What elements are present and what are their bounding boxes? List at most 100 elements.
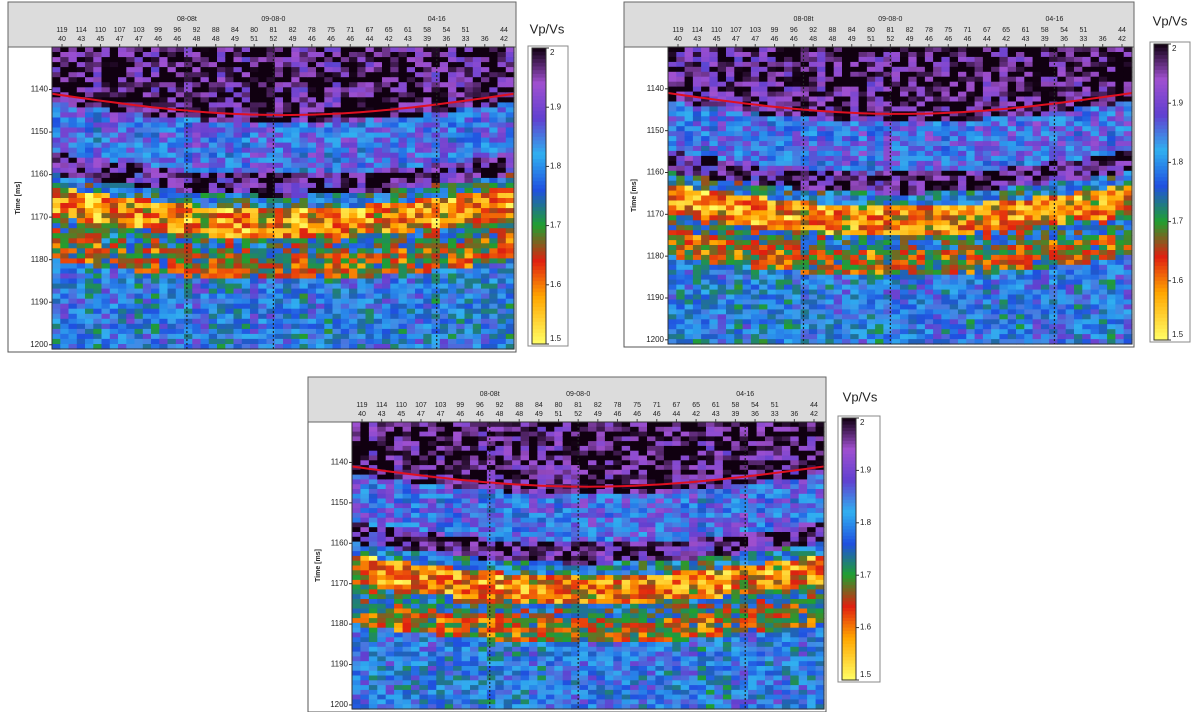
seismic-cell xyxy=(102,258,111,264)
seismic-cell xyxy=(275,67,284,73)
seismic-cell xyxy=(118,309,127,315)
seismic-cell xyxy=(825,136,834,142)
seismic-cell xyxy=(209,178,218,184)
seismic-cell xyxy=(159,289,168,295)
seismic-cell xyxy=(316,97,325,103)
seismic-cell xyxy=(308,208,317,214)
seismic-cell xyxy=(349,97,358,103)
seismic-cell xyxy=(143,87,152,93)
seismic-cell xyxy=(859,240,868,246)
seismic-cell xyxy=(283,284,292,290)
colorbar-cell xyxy=(532,289,546,293)
seismic-cell xyxy=(102,243,111,249)
seismic-cell xyxy=(217,193,226,199)
seismic-cell xyxy=(776,304,785,310)
seismic-cell xyxy=(209,153,218,159)
seismic-cell xyxy=(465,178,474,184)
seismic-cell xyxy=(850,191,859,197)
seismic-cell xyxy=(784,116,793,122)
seismic-cell xyxy=(859,186,868,192)
seismic-cell xyxy=(176,148,185,154)
seismic-cell xyxy=(481,269,490,275)
seismic-cell xyxy=(291,274,300,280)
seismic-cell xyxy=(333,102,342,108)
seismic-cell xyxy=(456,72,465,78)
seismic-cell xyxy=(135,329,144,335)
seismic-cell xyxy=(52,153,61,159)
seismic-cell xyxy=(357,213,366,219)
seismic-cell xyxy=(201,279,210,285)
seismic-cell xyxy=(701,146,710,152)
seismic-cell xyxy=(809,156,818,162)
seismic-cell xyxy=(60,188,69,194)
seismic-cell xyxy=(77,198,86,204)
seismic-cell xyxy=(481,57,490,63)
seismic-cell xyxy=(366,178,375,184)
seismic-cell xyxy=(685,176,694,182)
seismic-cell xyxy=(250,208,259,214)
seismic-cell xyxy=(390,289,399,295)
seismic-cell xyxy=(390,143,399,149)
seismic-cell xyxy=(374,258,383,264)
seismic-cell xyxy=(135,233,144,239)
seismic-cell xyxy=(726,334,735,340)
seismic-cell xyxy=(333,258,342,264)
seismic-cell xyxy=(423,248,432,254)
seismic-cell xyxy=(701,270,710,276)
seismic-cell xyxy=(743,77,752,83)
seismic-cell xyxy=(751,131,760,137)
seismic-cell xyxy=(423,143,432,149)
seismic-cell xyxy=(481,203,490,209)
seismic-cell xyxy=(825,329,834,335)
seismic-cell xyxy=(242,243,251,249)
seismic-cell xyxy=(448,153,457,159)
seismic-cell xyxy=(448,198,457,204)
seismic-cell xyxy=(374,82,383,88)
seismic-cell xyxy=(498,163,507,169)
seismic-cell xyxy=(52,188,61,194)
colorbar-tick-label: 2 xyxy=(550,48,555,57)
seismic-cell xyxy=(258,143,267,149)
seismic-cell xyxy=(234,248,243,254)
seismic-cell xyxy=(456,128,465,134)
seismic-cell xyxy=(415,178,424,184)
seismic-cell xyxy=(382,334,391,340)
seismic-cell xyxy=(834,121,843,127)
seismic-cell xyxy=(693,171,702,177)
seismic-cell xyxy=(709,245,718,251)
seismic-cell xyxy=(225,253,234,259)
trace-bottom-label: 42 xyxy=(500,36,508,43)
seismic-cell xyxy=(390,67,399,73)
seismic-cell xyxy=(399,138,408,144)
seismic-cell xyxy=(850,161,859,167)
seismic-cell xyxy=(85,193,94,199)
seismic-cell xyxy=(842,230,851,236)
seismic-cell xyxy=(498,203,507,209)
seismic-cell xyxy=(726,111,735,117)
seismic-cell xyxy=(151,62,160,68)
seismic-cell xyxy=(316,72,325,78)
seismic-cell xyxy=(767,334,776,340)
seismic-cell xyxy=(801,270,810,276)
seismic-cell xyxy=(842,57,851,63)
seismic-cell xyxy=(668,156,677,162)
seismic-cell xyxy=(432,92,441,98)
seismic-cell xyxy=(859,196,868,202)
seismic-cell xyxy=(324,218,333,224)
seismic-cell xyxy=(382,102,391,108)
seismic-cell xyxy=(743,329,752,335)
trace-bottom-label: 40 xyxy=(58,36,66,43)
seismic-cell xyxy=(85,243,94,249)
seismic-cell xyxy=(151,97,160,103)
seismic-cell xyxy=(176,319,185,325)
seismic-cell xyxy=(834,72,843,78)
seismic-cell xyxy=(308,284,317,290)
seismic-cell xyxy=(374,102,383,108)
seismic-cell xyxy=(776,255,785,261)
colorbar-cell xyxy=(532,141,546,145)
seismic-cell xyxy=(465,324,474,330)
seismic-cell xyxy=(489,163,498,169)
seismic-cell xyxy=(767,77,776,83)
seismic-cell xyxy=(159,158,168,164)
seismic-cell xyxy=(834,285,843,291)
